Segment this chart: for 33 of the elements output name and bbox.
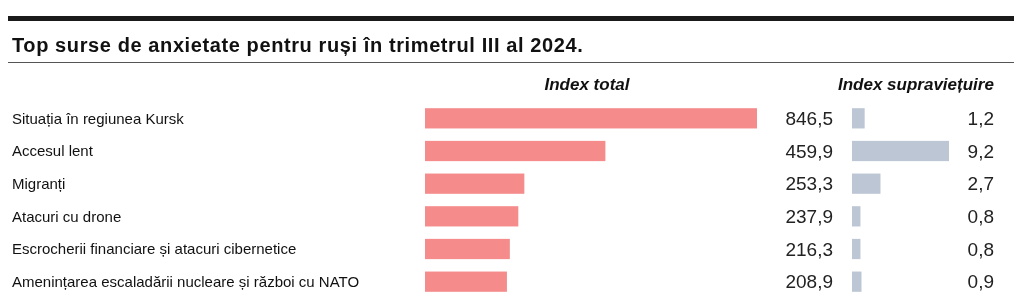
data-label: 9,2	[967, 140, 994, 162]
data-label: 237,9	[785, 205, 833, 227]
bar	[852, 206, 861, 227]
data-label: 1,2	[967, 107, 994, 129]
bar	[425, 271, 507, 292]
y-tick-label: Migranți	[12, 174, 66, 192]
bar	[425, 140, 606, 162]
bar	[425, 108, 757, 129]
data-label: 208,9	[785, 271, 833, 293]
bar	[852, 271, 862, 292]
y-tick-label: Accesul lent	[12, 142, 94, 160]
data-label: 0,8	[967, 238, 994, 260]
y-tick-label: Atacuri cu drone	[12, 207, 122, 225]
data-label: 846,5	[785, 107, 833, 129]
data-label: 0,9	[967, 271, 994, 293]
bar	[425, 206, 519, 227]
bar	[425, 173, 525, 194]
chart-title: Index supraviețuire	[838, 75, 994, 94]
data-label: 459,9	[785, 140, 833, 162]
data-label: 0,8	[967, 205, 994, 227]
bar	[852, 140, 949, 162]
chart-subtitle: Index total	[544, 75, 631, 94]
y-tick-label: Amenințarea escaladării nucleare și război cu NATO	[12, 272, 360, 290]
bar	[852, 238, 861, 260]
bar	[425, 238, 510, 260]
y-tick-label: Situația în regiunea Kursk	[12, 109, 185, 127]
data-label: 216,3	[785, 238, 833, 260]
data-label: 2,7	[967, 173, 994, 195]
bar	[852, 173, 881, 194]
y-tick-label: Escrocherii financiare și atacuri cibernetice	[12, 240, 297, 258]
chart-title: Top surse de anxietate pentru ruși în trimetrul III al 2024.	[12, 34, 584, 56]
bar	[852, 108, 865, 129]
data-label: 253,3	[785, 173, 833, 195]
